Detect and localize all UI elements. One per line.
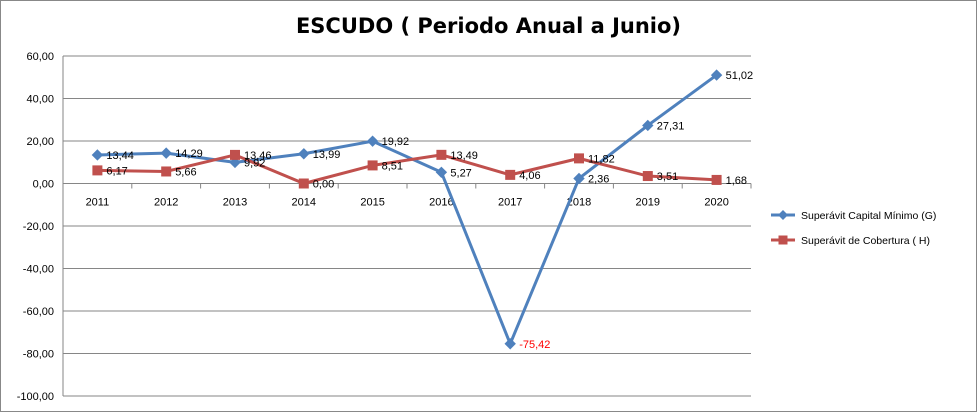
x-tick-label: 2017 (498, 197, 522, 209)
data-label: 1,68 (726, 175, 747, 187)
data-point (298, 148, 310, 160)
data-label: 14,29 (175, 148, 203, 160)
x-tick-label: 2012 (154, 197, 178, 209)
data-point (160, 147, 172, 159)
data-label: 4,06 (519, 170, 540, 182)
data-point (573, 172, 585, 185)
data-label: 3,51 (657, 171, 678, 183)
legend-label: Superávit Capital Mínimo (G) (801, 210, 936, 222)
x-tick-label: 2014 (292, 197, 316, 209)
x-tick-label: 2013 (223, 197, 247, 209)
data-label: 0,00 (313, 179, 334, 191)
x-tick-label: 2020 (704, 197, 728, 209)
data-point (504, 338, 516, 350)
data-point (710, 69, 723, 81)
data-point (91, 149, 104, 161)
data-label: 8,51 (382, 160, 403, 172)
data-point (436, 149, 447, 160)
legend-label: Superávit de Cobertura ( H) (801, 235, 930, 247)
data-label: 5,66 (175, 166, 196, 178)
data-point (505, 169, 516, 180)
data-label: 13,49 (450, 150, 478, 162)
data-point (435, 166, 448, 179)
series-lines (97, 73, 718, 346)
data-point (711, 174, 722, 185)
gridlines (63, 55, 751, 397)
data-point (92, 165, 103, 176)
series-markers (91, 69, 723, 350)
data-point (367, 160, 378, 171)
data-point (574, 153, 584, 164)
data-point (642, 119, 654, 132)
data-label: -75,42 (519, 339, 550, 351)
data-point (230, 149, 240, 160)
data-label: 19,92 (382, 136, 410, 148)
data-label: 11,82 (588, 153, 615, 165)
y-tick-label: -80,00 (23, 349, 54, 361)
chart-title: ESCUDO ( Periodo Anual a Junio) (295, 14, 682, 38)
data-label: 51,02 (726, 70, 754, 82)
series-line (97, 153, 717, 185)
data-point (366, 135, 379, 147)
x-tick-label: 2018 (567, 197, 591, 209)
data-label: 5,27 (450, 167, 471, 179)
data-label: 13,44 (106, 150, 134, 162)
y-tick-label: -100,00 (17, 391, 54, 403)
legend: Superávit Capital Mínimo (G) Superávit de… (771, 210, 936, 247)
y-tick-label: 60,00 (26, 51, 54, 63)
data-labels: 13,44 14,29 9,92 13,99 19,92 5,27 -75,42 2,36 27… (106, 70, 753, 351)
axes: 60,00 40,00 20,00 0,00 -20,00 -40,00 -60,00 -80… (17, 51, 752, 403)
series-line (97, 73, 718, 346)
data-label: 27,31 (657, 120, 685, 132)
data-label: 13,99 (313, 149, 341, 161)
x-tick-label: 2016 (429, 197, 453, 209)
y-tick-label: 40,00 (26, 94, 54, 106)
x-tick-label: 2019 (636, 197, 660, 209)
x-tick-label: 2011 (86, 197, 110, 209)
y-tick-label: 0,00 (33, 179, 54, 191)
legend-marker (778, 210, 788, 220)
data-point (161, 166, 172, 177)
y-tick-label: -20,00 (23, 221, 54, 233)
data-point (298, 178, 309, 189)
y-tick-label: 20,00 (26, 136, 54, 148)
data-label: 2,36 (588, 173, 609, 185)
data-point (642, 171, 653, 182)
y-tick-label: -60,00 (23, 306, 54, 318)
y-tick-label: -40,00 (23, 264, 54, 276)
data-label: 9,92 (244, 157, 265, 169)
legend-marker (778, 235, 788, 245)
data-label: 13,46 (244, 150, 272, 162)
x-tick-label: 2015 (360, 197, 384, 209)
data-label: 6,17 (106, 165, 127, 177)
data-point (229, 156, 241, 169)
